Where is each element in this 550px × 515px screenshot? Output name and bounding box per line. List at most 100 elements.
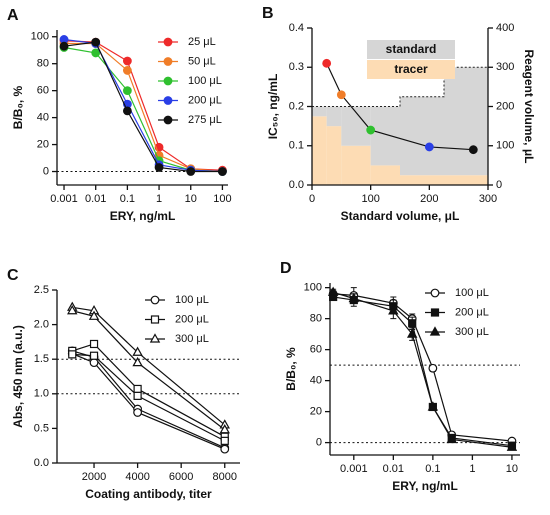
marker xyxy=(91,37,101,47)
marker xyxy=(132,346,143,356)
area-step xyxy=(326,126,342,185)
area-step xyxy=(341,145,371,185)
marker xyxy=(122,106,132,116)
y-axis-label: IC₅₀, ng/mL xyxy=(266,74,280,140)
series-line xyxy=(72,343,226,438)
y-tick-label: 0 xyxy=(316,437,322,449)
y-tick-label: 0.0 xyxy=(289,179,304,191)
marker xyxy=(68,350,77,359)
series-line xyxy=(72,353,226,442)
legend-label: 100 μL xyxy=(188,75,222,87)
legend-marker xyxy=(430,308,440,317)
series-line xyxy=(72,350,225,449)
y-tick-label: 20 xyxy=(37,138,49,150)
y-tick-label: 100 xyxy=(304,282,322,294)
marker xyxy=(408,319,417,328)
y-tick-label: 0.1 xyxy=(289,140,304,152)
y2-tick-label: 0 xyxy=(496,179,502,191)
marker xyxy=(506,441,518,451)
panel-letter: A xyxy=(7,7,19,24)
series-line xyxy=(72,310,226,431)
legend-label: 200 μL xyxy=(175,313,209,325)
marker xyxy=(327,286,339,296)
marker xyxy=(446,433,457,444)
x-tick-label: 0.001 xyxy=(340,463,368,475)
marker xyxy=(220,444,230,454)
x-tick-label: 1 xyxy=(469,463,475,475)
legend-marker xyxy=(163,76,173,86)
y-tick-label: 0 xyxy=(43,165,49,177)
y-tick-label: 40 xyxy=(37,112,49,124)
marker xyxy=(388,305,399,315)
y2-tick-label: 400 xyxy=(496,22,514,34)
marker xyxy=(427,401,439,411)
marker xyxy=(219,424,230,434)
x-tick-label: 10 xyxy=(506,463,518,475)
marker xyxy=(89,339,99,349)
legend-swatch xyxy=(367,40,455,59)
y-tick-label: 0.4 xyxy=(289,22,304,34)
marker xyxy=(88,310,100,320)
y-tick-label: 1.5 xyxy=(34,353,49,365)
marker xyxy=(220,436,229,445)
area-step xyxy=(312,116,327,185)
area-step xyxy=(370,165,400,185)
y2-tick-label: 300 xyxy=(496,61,514,73)
y-tick-label: 80 xyxy=(310,313,322,325)
x-axis-label: Standard volume, μL xyxy=(341,209,460,223)
marker xyxy=(133,391,142,400)
marker xyxy=(468,145,478,155)
legend-marker xyxy=(429,326,441,336)
legend-marker xyxy=(163,115,173,125)
y2-axis-label: Reagent volume, μL xyxy=(522,49,536,163)
legend-label: 275 μL xyxy=(188,114,222,126)
y-tick-label: 0.2 xyxy=(289,100,304,112)
panel-letter: B xyxy=(262,5,274,22)
legend-label: 25 μL xyxy=(188,36,216,48)
y-axis-label: Abs, 450 nm (a.u.) xyxy=(11,325,25,428)
x-tick-label: 200 xyxy=(420,193,438,205)
x-tick-label: 10 xyxy=(185,193,197,205)
legend-marker xyxy=(430,288,440,298)
marker xyxy=(348,292,360,303)
legend-label: standard xyxy=(386,42,437,56)
marker xyxy=(428,363,438,373)
x-tick-label: 8000 xyxy=(213,471,237,483)
area-step xyxy=(326,106,342,127)
x-axis-label: ERY, ng/mL xyxy=(110,209,176,223)
marker xyxy=(67,305,78,315)
area-step xyxy=(400,175,444,185)
x-tick-label: 4000 xyxy=(125,471,149,483)
area-step xyxy=(370,106,400,166)
y2-tick-label: 200 xyxy=(496,100,514,112)
series-line xyxy=(72,306,226,426)
y-tick-label: 1.0 xyxy=(34,388,49,400)
legend-marker xyxy=(150,315,160,324)
marker xyxy=(89,358,99,368)
legend-marker xyxy=(163,37,173,47)
marker xyxy=(133,408,143,417)
legend-marker xyxy=(149,333,161,343)
y-tick-label: 60 xyxy=(37,85,49,97)
x-tick-label: 6000 xyxy=(169,471,193,483)
x-tick-label: 2000 xyxy=(82,471,106,483)
area-step xyxy=(400,96,444,176)
marker xyxy=(218,167,227,176)
x-tick-label: 0.001 xyxy=(50,193,78,205)
x-axis-label: ERY, ng/mL xyxy=(392,479,458,493)
marker xyxy=(424,142,434,152)
y-tick-label: 40 xyxy=(310,375,322,387)
x-tick-label: 100 xyxy=(361,193,379,205)
x-tick-label: 300 xyxy=(479,193,497,205)
legend-marker xyxy=(163,96,173,105)
marker xyxy=(406,328,418,338)
y2-tick-label: 100 xyxy=(496,140,514,152)
legend-label: tracer xyxy=(394,62,428,76)
series-line xyxy=(63,41,223,173)
legend-label: 300 μL xyxy=(455,326,489,338)
y-tick-label: 100 xyxy=(31,31,49,43)
marker xyxy=(122,86,132,96)
x-tick-label: 0 xyxy=(309,193,315,205)
x-tick-label: 0.1 xyxy=(120,193,135,205)
